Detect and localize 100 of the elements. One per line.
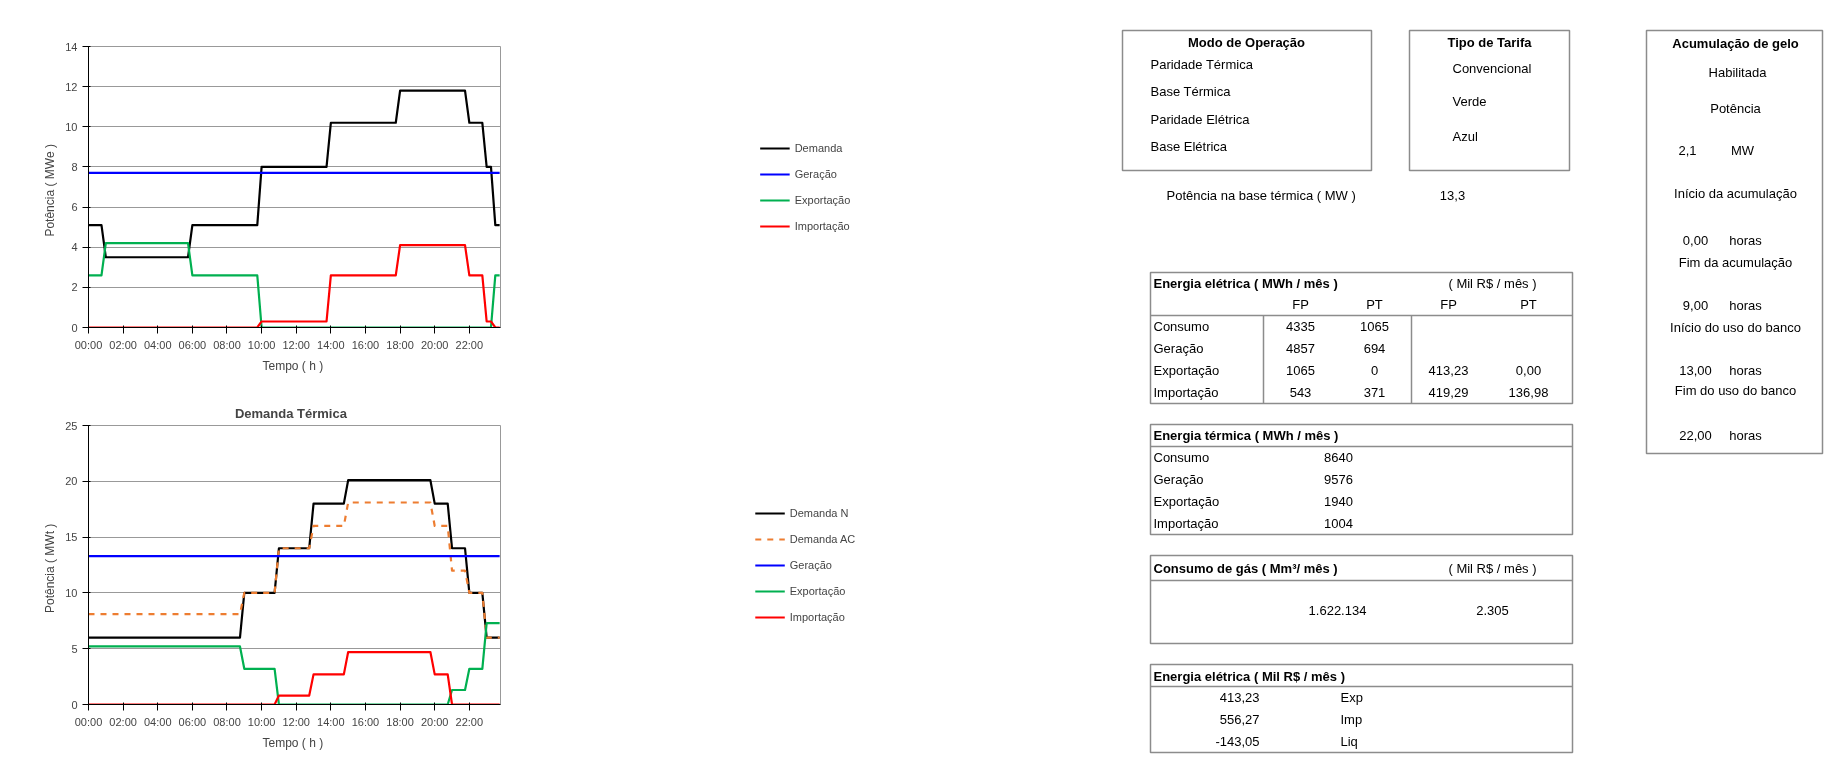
- text: Paridade Elétrica: [1150, 112, 1251, 127]
- text: Consumo: [1153, 450, 1210, 465]
- text: Base Elétrica: [1150, 139, 1228, 154]
- text: Azul: [1452, 129, 1478, 144]
- y-tick-label: 20: [65, 475, 78, 488]
- text: Exportação: [1153, 363, 1220, 378]
- text: Energia elétrica ( MWh / mês ): [1153, 276, 1338, 291]
- text: Geração: [1153, 341, 1204, 356]
- x-tick-label: 18:00: [386, 338, 414, 351]
- text: 543: [1289, 385, 1312, 400]
- text: horas: [1729, 428, 1763, 443]
- text: Potência na base térmica ( MW ): [1166, 188, 1356, 203]
- text: Liq: [1340, 734, 1358, 749]
- legend-label: Exportação: [794, 193, 851, 206]
- text: horas: [1729, 298, 1763, 313]
- y-axis-title: Potência ( MWe ): [43, 144, 58, 237]
- text: FP: [1292, 297, 1309, 312]
- text: Potência: [1710, 101, 1762, 116]
- y-tick-label: 14: [65, 40, 78, 53]
- text: 22,00: [1679, 428, 1712, 443]
- text: ( Mil R$ / mês ): [1448, 276, 1537, 291]
- y-tick-label: 4: [71, 241, 78, 254]
- x-tick-label: 14:00: [317, 715, 345, 728]
- x-tick-label: 20:00: [420, 715, 449, 728]
- text: 136,98: [1508, 385, 1549, 400]
- text: 1004: [1324, 516, 1353, 531]
- text: 556,27: [1219, 712, 1260, 727]
- text: Verde: [1452, 94, 1487, 109]
- text: 13,00: [1679, 363, 1712, 378]
- text: 2.305: [1476, 603, 1509, 618]
- legend-label: Demanda N: [789, 506, 849, 519]
- text: Início da acumulação: [1674, 186, 1797, 201]
- text: Energia térmica ( MWh / mês ): [1153, 428, 1339, 443]
- x-tick-label: 10:00: [247, 338, 276, 351]
- chart-title: Demanda Térmica: [234, 405, 348, 421]
- x-tick-label: 04:00: [143, 715, 172, 728]
- y-axis-title: Potência ( MWt ): [43, 523, 58, 614]
- text: FP: [1440, 297, 1457, 312]
- legend-label: Exportação: [789, 584, 846, 597]
- y-tick-label: 12: [65, 80, 78, 93]
- text: 371: [1363, 385, 1386, 400]
- text: 694: [1363, 341, 1386, 356]
- x-tick-label: 20:00: [420, 338, 449, 351]
- legend-label: Importação: [789, 610, 845, 623]
- x-tick-label: 06:00: [178, 715, 207, 728]
- x-tick-label: 22:00: [455, 715, 484, 728]
- text: 4335: [1286, 319, 1315, 334]
- text: horas: [1729, 233, 1763, 248]
- x-tick-label: 14:00: [317, 338, 345, 351]
- text: Habilitada: [1708, 65, 1768, 80]
- text: MW: [1730, 143, 1755, 158]
- x-tick-label: 06:00: [178, 338, 207, 351]
- text: Paridade Térmica: [1150, 57, 1254, 72]
- y-tick-label: 15: [65, 531, 78, 544]
- text: Início do uso do banco: [1670, 320, 1801, 335]
- text: 8640: [1324, 450, 1353, 465]
- y-tick-label: 6: [71, 201, 78, 214]
- text: 13,3: [1439, 188, 1466, 203]
- x-tick-label: 16:00: [351, 338, 380, 351]
- text: 4857: [1286, 341, 1315, 356]
- x-axis-title: Tempo ( h ): [262, 358, 324, 373]
- text: Exportação: [1153, 494, 1220, 509]
- text: 0: [1370, 363, 1379, 378]
- x-tick-label: 00:00: [74, 715, 103, 728]
- text: 9,00: [1682, 298, 1709, 313]
- text: Geração: [1153, 472, 1204, 487]
- text: Importação: [1153, 385, 1219, 400]
- y-tick-label: 0: [71, 321, 78, 334]
- text: Consumo: [1153, 319, 1210, 334]
- text: -143,05: [1215, 734, 1260, 749]
- text: 2,1: [1678, 143, 1697, 158]
- text: PT: [1366, 297, 1383, 312]
- text: 1940: [1324, 494, 1353, 509]
- text: Exp: [1340, 690, 1363, 705]
- x-tick-label: 12:00: [282, 715, 310, 728]
- text: 419,29: [1428, 385, 1469, 400]
- text: 413,23: [1219, 690, 1260, 705]
- y-tick-label: 5: [71, 642, 78, 655]
- x-axis-title: Tempo ( h ): [262, 735, 324, 750]
- legend-label: Demanda AC: [789, 532, 856, 545]
- y-tick-label: 10: [65, 586, 78, 599]
- text: Consumo de gás ( Mm³/ mês ): [1153, 561, 1338, 576]
- y-tick-label: 8: [71, 160, 78, 173]
- text: PT: [1520, 297, 1537, 312]
- text: ( Mil R$ / mês ): [1448, 561, 1537, 576]
- x-tick-label: 02:00: [109, 715, 137, 728]
- text: Imp: [1340, 712, 1363, 727]
- x-tick-label: 18:00: [386, 715, 414, 728]
- text: Fim do uso do banco: [1674, 383, 1797, 398]
- x-tick-label: 00:00: [74, 338, 103, 351]
- x-tick-label: 10:00: [247, 715, 276, 728]
- text: Acumulação de gelo: [1672, 36, 1799, 51]
- y-tick-label: 25: [65, 419, 78, 432]
- x-tick-label: 04:00: [143, 338, 172, 351]
- text: 1065: [1286, 363, 1315, 378]
- x-tick-label: 02:00: [109, 338, 137, 351]
- text: 0,00: [1515, 363, 1542, 378]
- legend-label: Importação: [794, 219, 850, 232]
- y-tick-label: 10: [65, 120, 78, 133]
- x-tick-label: 22:00: [455, 338, 484, 351]
